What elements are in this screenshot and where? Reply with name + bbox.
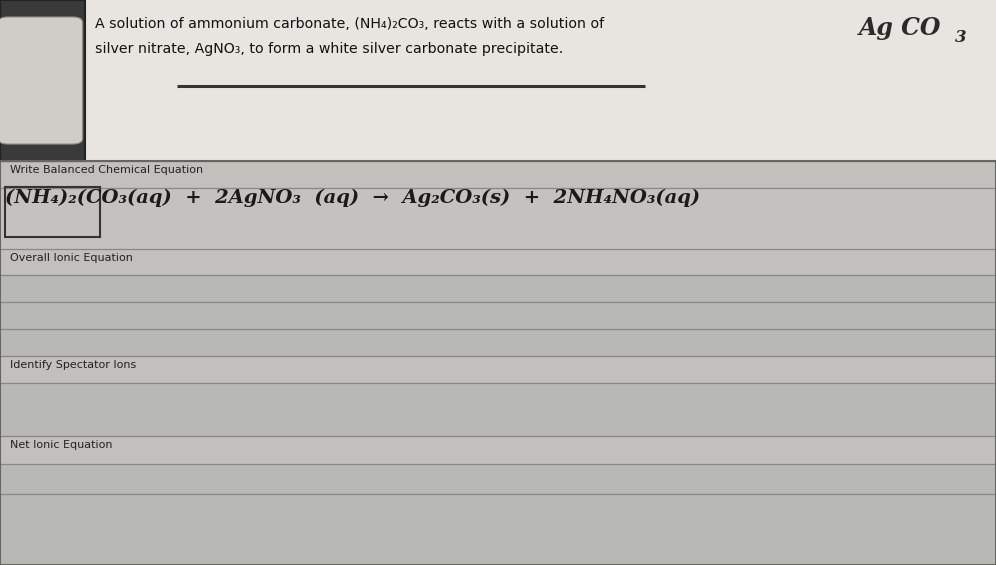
FancyBboxPatch shape <box>0 436 996 464</box>
Text: Overall Ionic Equation: Overall Ionic Equation <box>10 253 132 263</box>
Text: 3: 3 <box>955 29 967 46</box>
Text: Ag CO: Ag CO <box>859 16 941 40</box>
Text: Net Ionic Equation: Net Ionic Equation <box>10 440 113 450</box>
FancyBboxPatch shape <box>0 161 996 565</box>
FancyBboxPatch shape <box>0 356 996 383</box>
FancyBboxPatch shape <box>0 17 83 144</box>
Text: (NH₄)₂(CO₃(aq)  +  2AgNO₃  (aq)  →  Ag₂CO₃(s)  +  2NH₄NO₃(aq): (NH₄)₂(CO₃(aq) + 2AgNO₃ (aq) → Ag₂CO₃(s)… <box>5 189 700 207</box>
FancyBboxPatch shape <box>0 161 996 188</box>
FancyBboxPatch shape <box>0 0 996 161</box>
Text: Write Balanced Chemical Equation: Write Balanced Chemical Equation <box>10 165 203 175</box>
Text: A solution of ammonium carbonate, (NH₄)₂CO₃, reacts with a solution of: A solution of ammonium carbonate, (NH₄)₂… <box>95 17 604 31</box>
FancyBboxPatch shape <box>0 249 996 275</box>
FancyBboxPatch shape <box>0 0 85 161</box>
Text: Identify Spectator Ions: Identify Spectator Ions <box>10 360 136 370</box>
Text: silver nitrate, AgNO₃, to form a white silver carbonate precipitate.: silver nitrate, AgNO₃, to form a white s… <box>95 42 563 57</box>
FancyBboxPatch shape <box>0 188 996 249</box>
